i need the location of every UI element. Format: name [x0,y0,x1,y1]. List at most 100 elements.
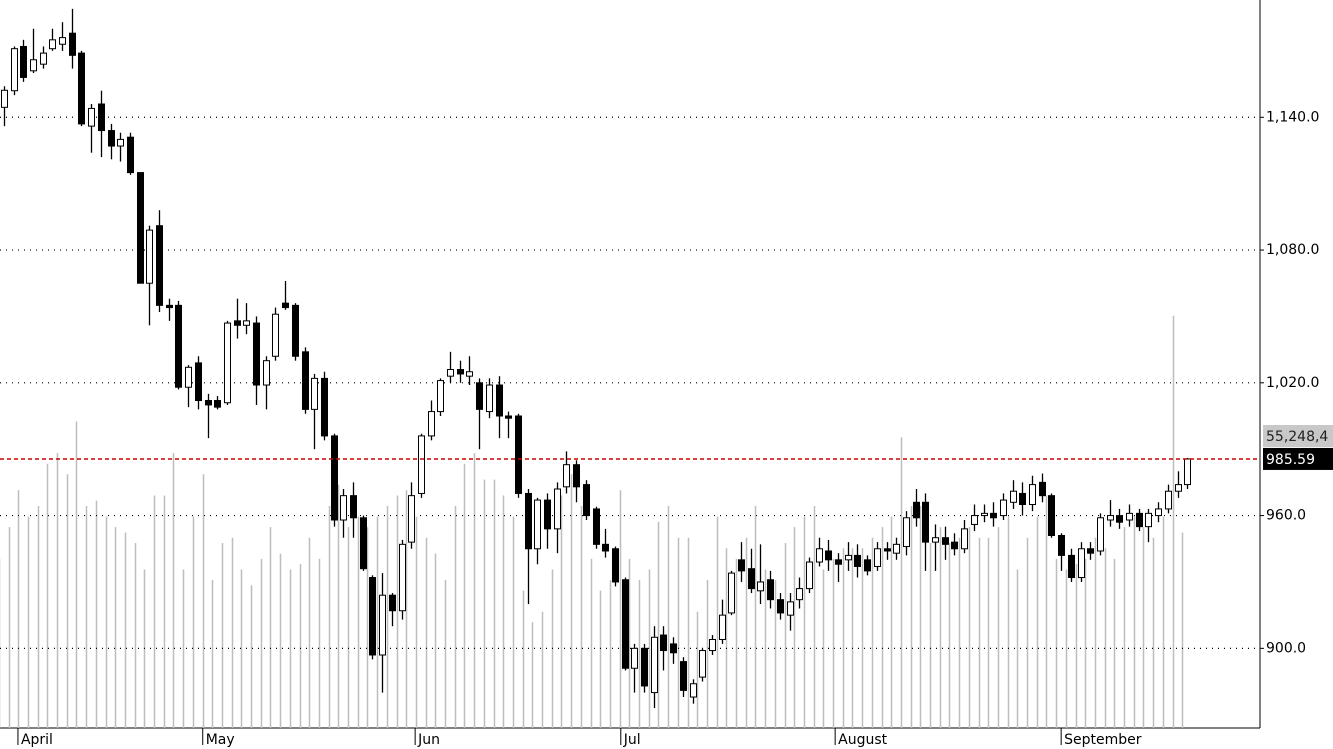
candle-body [1038,481,1047,497]
candle-body [970,515,979,525]
candle-body [330,435,339,521]
candle-body [582,484,591,517]
candle-body [766,579,775,601]
candle-body [1067,554,1076,579]
candle-body [950,541,959,550]
candle-body [10,48,19,92]
candle-body [1154,508,1163,517]
y-tick-label: 900.0 [1266,640,1306,656]
candle-body [1047,495,1056,536]
candle-body [446,369,455,377]
candle-body [116,138,125,147]
candle-body [669,643,678,654]
candle-body [48,39,57,50]
candle-body [339,495,348,521]
candle-body [883,548,892,552]
candle-body [456,369,465,375]
candle-body [592,508,601,545]
candle-body [601,543,610,552]
candle-body [310,377,319,410]
candle-body [776,599,785,614]
last-price-label: 985.59 [1266,452,1315,468]
candle-body [368,577,377,656]
candle-body [174,304,183,388]
candle-body [718,614,727,640]
candle-body [999,499,1008,517]
price-layer [0,8,1260,709]
candle-body [39,52,48,65]
candle-body [320,377,329,437]
candle-body [194,362,203,402]
candle-body [1183,458,1192,486]
candle-body [689,683,698,698]
candle-body [921,501,930,543]
x-tick-label: Jul [623,732,641,748]
candle-body [1028,484,1037,506]
candle-body [844,554,853,561]
candle-body [1144,512,1153,528]
candle-body [931,537,940,543]
x-tick-label: Jun [417,732,440,748]
candle-body [398,543,407,612]
volume-marker-box [1263,424,1333,447]
candle-body [242,320,251,326]
candle-body [756,581,765,592]
candle-body [543,499,552,530]
candle-body [359,517,368,570]
candle-body [727,572,736,614]
candle-body [349,495,358,519]
candle-body [853,554,862,567]
candle-body [495,384,504,417]
candle-body [1096,517,1105,552]
candle-body [863,559,872,572]
y-tick-label: 1,140.0 [1266,109,1319,125]
candle-body [1164,490,1173,510]
candle-body [417,435,426,494]
volume-marker-label: 55,248,4 [1266,429,1328,445]
candle-body [1135,512,1144,528]
candle-body [912,501,921,519]
candle-body [553,488,562,530]
candle-body [892,543,901,554]
candle-body [630,647,639,669]
candle-body [427,411,436,437]
candle-body [262,360,271,386]
y-tick-label: 960.0 [1266,508,1306,524]
candle-body [301,351,310,410]
candle-body [621,579,630,669]
candle-body [611,548,620,583]
candle-body [485,384,494,413]
candle-body [378,594,387,656]
candle-body [1086,548,1095,554]
y-tick-label: 1,080.0 [1266,242,1319,258]
last-price-box [1263,447,1333,470]
candle-body [155,225,164,306]
candle-body [902,517,911,548]
candle-body [1018,492,1027,506]
candle-body [989,512,998,519]
candle-body [834,559,843,565]
x-tick-label: September [1064,732,1142,748]
candle-body [436,380,445,413]
candle-body [679,661,688,691]
candle-body [87,107,96,127]
candle-body [533,499,542,550]
candle-body [126,136,135,174]
candle-body [136,172,145,284]
x-tick-label: May [206,732,235,748]
candle-body [572,464,581,488]
candle-body [252,322,261,386]
candle-body [1057,534,1066,556]
candle-body [281,302,290,309]
candle-body [873,548,882,567]
candle-body [271,313,280,357]
y-tick-label: 1,020.0 [1266,375,1319,391]
candle-body [97,103,106,132]
candle-body [388,594,397,612]
candle-body [708,638,717,652]
candle-body [747,568,756,590]
candle-body [77,52,86,125]
candle-body [1115,515,1124,523]
candle-body [107,130,116,147]
